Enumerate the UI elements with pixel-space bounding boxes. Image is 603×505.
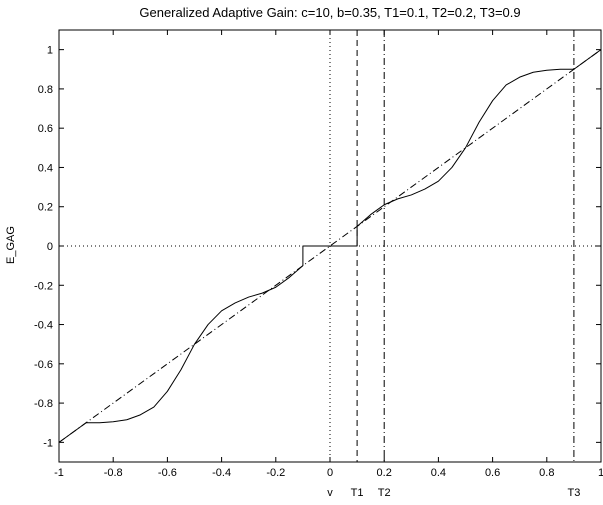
y-tick-label: -0.2	[34, 280, 53, 292]
x-tick-label: 0.4	[431, 467, 446, 479]
x-tick-label: 0.6	[485, 467, 500, 479]
y-tick-label: -0.6	[34, 359, 53, 371]
y-tick-label: 0.2	[38, 202, 53, 214]
y-axis-label: E_GAG	[5, 226, 17, 264]
x-tick-label: -0.6	[158, 467, 177, 479]
reference-label-t3: T3	[567, 487, 580, 499]
plot-area: -1 -0.8 -0.6 -0.4 -0.2 0 0.2 0.4 0.6 0.8 1 -1 -0.8 -0…	[34, 29, 603, 499]
y-tick-label: -0.4	[34, 320, 53, 332]
x-tick-label: 1	[598, 467, 603, 479]
y-tick-label: 0	[47, 241, 53, 253]
x-tick-label: -1	[54, 467, 64, 479]
x-tick-label: 0.8	[539, 467, 554, 479]
x-tick-label: -0.8	[104, 467, 123, 479]
y-tick-label: -0.8	[34, 398, 53, 410]
x-tick-label: 0.2	[377, 467, 392, 479]
reference-label-v: v	[327, 487, 333, 499]
x-tick-label: 0	[327, 467, 333, 479]
y-tick-label: 1	[47, 45, 53, 57]
series-line-gain	[58, 49, 602, 443]
y-tick-label: -1	[43, 437, 53, 449]
reference-label-t2: T2	[378, 487, 391, 499]
y-tick-label: 0.8	[38, 84, 53, 96]
y-tick-label: 0.4	[38, 162, 53, 174]
x-tick-label: -0.2	[266, 467, 285, 479]
chart-title: Generalized Adaptive Gain: c=10, b=0.35,…	[139, 5, 520, 20]
reference-label-t1: T1	[351, 487, 364, 499]
x-tick-label: -0.4	[212, 467, 231, 479]
y-tick-label: 0.6	[38, 123, 53, 135]
